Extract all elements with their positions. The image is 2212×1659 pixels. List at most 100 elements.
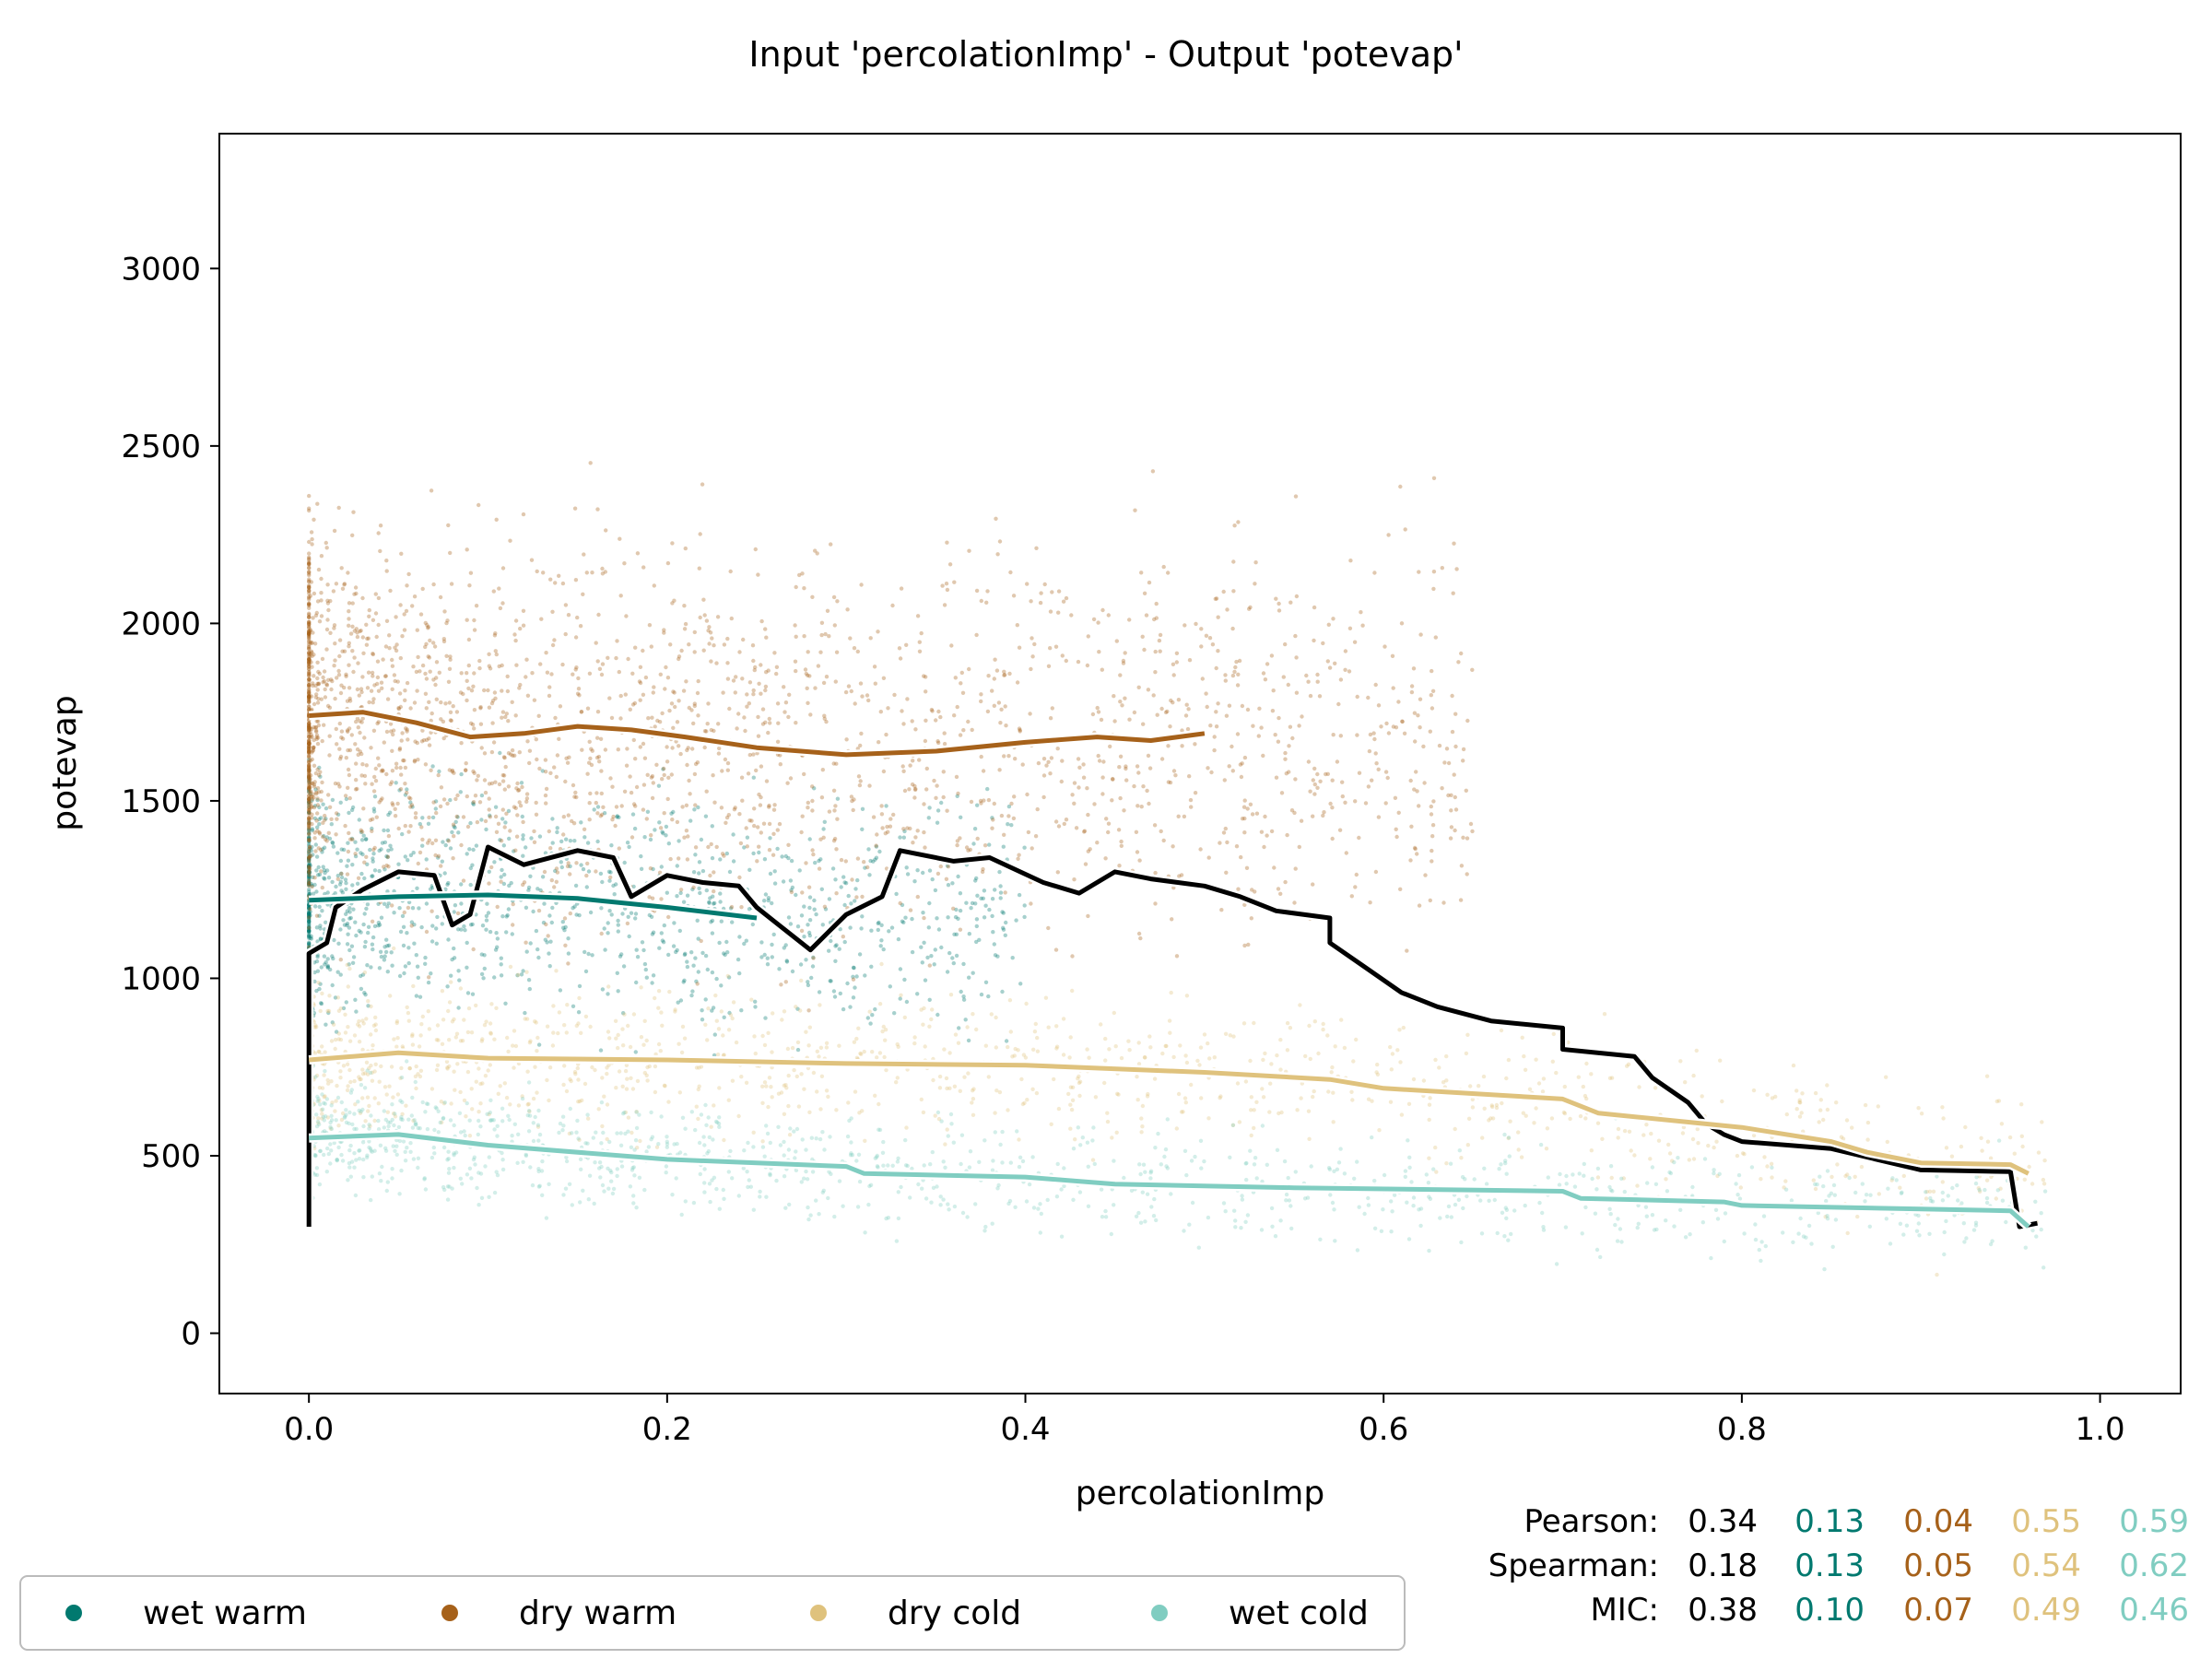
scatter-point [1714, 1139, 1719, 1144]
scatter-point [631, 1012, 637, 1017]
scatter-point [553, 581, 558, 585]
scatter-point [433, 806, 438, 811]
scatter-point [307, 741, 312, 746]
scatter-point [900, 709, 904, 713]
scatter-point [1111, 776, 1115, 782]
scatter-point [1428, 898, 1433, 903]
scatter-point [323, 695, 328, 700]
scatter-point [1278, 1067, 1283, 1072]
scatter-point [735, 726, 739, 731]
scatter-point [1740, 1151, 1746, 1156]
scatter-point [307, 825, 312, 830]
scatter-point [1402, 731, 1407, 735]
scatter-point [714, 844, 719, 850]
scatter-point [307, 566, 312, 571]
scatter-point [307, 915, 312, 920]
scatter-point [348, 631, 354, 636]
scatter-point [675, 947, 679, 953]
scatter-point [981, 769, 986, 773]
scatter-point [712, 1053, 717, 1058]
scatter-point [984, 600, 989, 605]
scatter-point [517, 800, 522, 805]
scatter-point [530, 671, 535, 676]
scatter-point [851, 974, 855, 980]
scatter-point [535, 1090, 539, 1095]
scatter-point [307, 864, 312, 869]
scatter-point [324, 960, 328, 965]
scatter-point [1691, 1157, 1697, 1161]
scatter-point [998, 884, 1003, 888]
scatter-point [884, 1067, 888, 1073]
scatter-point [1252, 1108, 1256, 1112]
scatter-point [766, 1030, 771, 1036]
scatter-point [396, 706, 401, 711]
scatter-point [1357, 835, 1361, 841]
scatter-point [1049, 756, 1054, 760]
scatter-point [521, 969, 525, 973]
scatter-point [350, 601, 355, 606]
scatter-point [345, 921, 350, 926]
scatter-point [615, 639, 619, 643]
scatter-point [445, 1065, 450, 1070]
scatter-point [392, 673, 397, 677]
scatter-point [682, 978, 687, 983]
scatter-point [780, 1018, 784, 1022]
scatter-point [353, 853, 359, 859]
scatter-point [1446, 760, 1452, 766]
scatter-point [692, 701, 697, 706]
scatter-point [1627, 1129, 1632, 1135]
scatter-point [1368, 732, 1373, 737]
scatter-point [1412, 845, 1418, 851]
scatter-point [319, 554, 324, 559]
scatter-point [406, 900, 412, 905]
scatter-point [307, 799, 312, 804]
scatter-point [338, 871, 344, 876]
scatter-point [1000, 989, 1005, 994]
scatter-point [759, 794, 763, 800]
scatter-point [521, 512, 526, 517]
scatter-point [710, 931, 715, 935]
scatter-point [307, 864, 312, 868]
scatter-point [1284, 771, 1289, 776]
scatter-point [568, 839, 573, 843]
scatter-point [782, 1009, 787, 1014]
scatter-point [1271, 688, 1276, 693]
scatter-point [310, 798, 314, 803]
scatter-point [858, 779, 863, 783]
scatter-point [561, 832, 566, 837]
scatter-point [1223, 826, 1229, 831]
scatter-point [347, 663, 351, 667]
scatter-point [326, 1010, 331, 1016]
scatter-point [356, 752, 360, 758]
scatter-point [925, 955, 930, 960]
scatter-point [1337, 828, 1343, 832]
scatter-point [373, 1062, 378, 1067]
scatter-point [603, 570, 607, 574]
scatter-point [325, 957, 330, 961]
scatter-point [1919, 1112, 1924, 1116]
scatter-point [420, 843, 425, 848]
scatter-point [716, 722, 721, 726]
scatter-point [822, 713, 827, 718]
scatter-point [1270, 709, 1276, 713]
scatter-point [584, 885, 589, 889]
scatter-point [535, 569, 539, 574]
scatter-point [342, 582, 347, 586]
scatter-point [735, 957, 741, 962]
scatter-point [665, 890, 669, 895]
scatter-point [615, 971, 619, 976]
scatter-point [320, 738, 324, 744]
scatter-point [697, 1065, 701, 1070]
scatter-point [405, 729, 409, 734]
scatter-point [1070, 793, 1075, 797]
scatter-point [660, 1023, 665, 1029]
scatter-point [457, 978, 462, 982]
scatter-point [912, 1035, 917, 1040]
scatter-point [312, 882, 317, 888]
scatter-point [624, 614, 629, 618]
scatter-point [707, 625, 712, 629]
scatter-point [975, 803, 980, 807]
scatter-point [316, 980, 321, 985]
scatter-point [902, 788, 908, 794]
scatter-point [1016, 1048, 1020, 1053]
